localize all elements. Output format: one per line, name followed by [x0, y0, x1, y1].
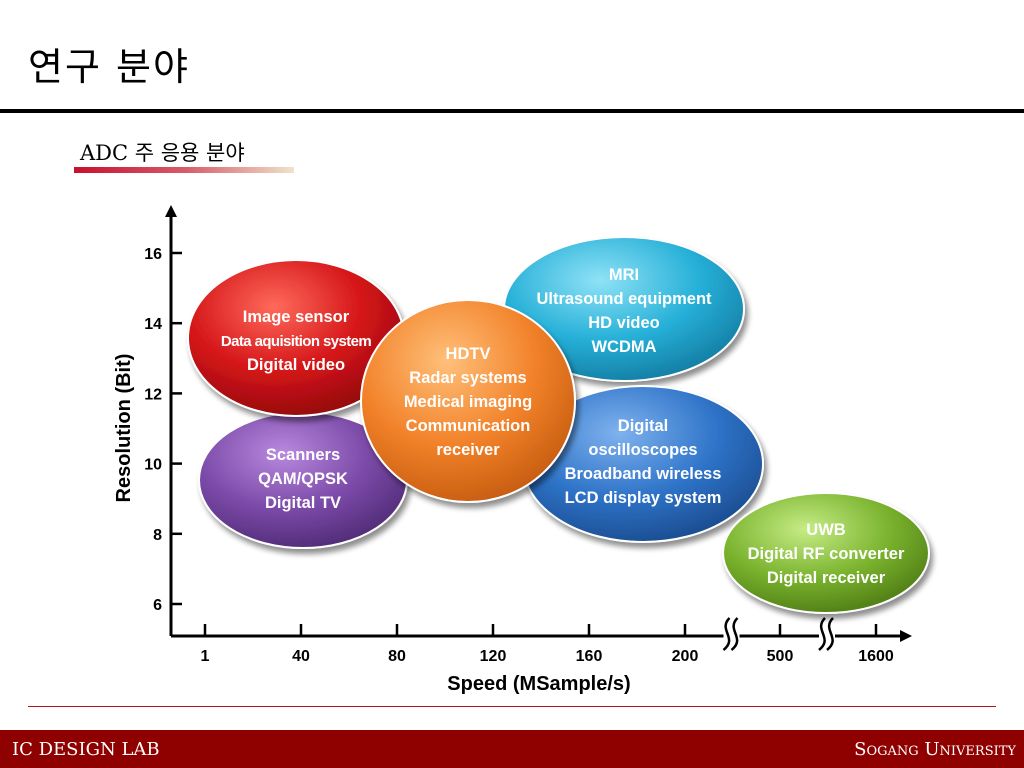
x-tick-label: 160: [576, 648, 603, 665]
region-label: Scanners: [266, 446, 340, 464]
region-label: HD video: [588, 314, 660, 332]
region-label: LCD display system: [565, 489, 722, 507]
region-label: Image sensor: [243, 308, 350, 326]
y-axis-title: Resolution (Bit): [113, 354, 135, 503]
region-label: receiver: [436, 441, 500, 459]
section-subtitle: ADC 주 응용 분야: [80, 141, 245, 165]
x-axis-arrow: [900, 630, 912, 642]
footer-rule: [28, 706, 996, 707]
region-label: Digital TV: [265, 494, 341, 512]
region-label: Digital video: [247, 356, 345, 374]
axis-break-mark: [722, 616, 740, 652]
footer-lab-name: IC DESIGN LAB: [12, 739, 160, 760]
subtitle-underline: [74, 167, 294, 173]
region-label: oscilloscopes: [588, 441, 697, 459]
x-tick-label: 200: [672, 648, 699, 665]
region-label: HDTV: [446, 345, 491, 363]
x-tick-label: 1: [201, 648, 210, 665]
region-label: Ultrasound equipment: [536, 290, 712, 308]
region-label: Communication: [406, 417, 531, 435]
uwb-region: UWB Digital RF converter Digital receiver: [722, 492, 930, 614]
image-sensor-region: Image sensor Data aquisition system Digita…: [187, 259, 405, 417]
region-label: WCDMA: [591, 338, 656, 356]
x-tick-label: 1600: [858, 648, 894, 665]
footer-university: Sogang University: [854, 739, 1016, 760]
y-tick-label: 8: [153, 527, 162, 544]
x-tick-label: 40: [292, 648, 310, 665]
x-tick-label: 80: [388, 648, 406, 665]
y-tick-label: 12: [144, 386, 162, 403]
region-bubble: [360, 299, 576, 503]
page-title: 연구 분야: [28, 45, 190, 89]
region-label: Digital receiver: [767, 569, 886, 587]
region-label: UWB: [806, 521, 845, 539]
y-tick-label: 6: [153, 597, 162, 614]
region-label: Medical imaging: [404, 393, 532, 411]
y-axis-arrow: [165, 205, 177, 217]
hdtv-region: HDTV Radar systems Medical imaging Communic…: [360, 299, 576, 503]
region-bubble: [722, 492, 930, 614]
y-tick-label: 14: [144, 316, 162, 333]
mri-region: MRI Ultrasound equipment HD video WCDMA: [503, 236, 745, 382]
footer-bar: [0, 730, 1024, 768]
region-label: MRI: [609, 266, 639, 284]
x-tick-label: 120: [480, 648, 507, 665]
region-label: Digital RF converter: [748, 545, 905, 563]
oscilloscope-region: Digital oscilloscopes Broadband wireless LC…: [522, 385, 764, 543]
axis-break-mark: [818, 616, 835, 652]
title-rule: [0, 109, 1024, 113]
x-axis-title: Speed (MSample/s): [447, 673, 630, 695]
region-label: Digital: [618, 417, 668, 435]
region-label: QAM/QPSK: [258, 470, 348, 488]
y-tick-label: 10: [144, 457, 162, 474]
region-label: Data aquisition system: [221, 333, 371, 350]
x-tick-label: 500: [767, 648, 794, 665]
region-label: Radar systems: [409, 369, 526, 387]
region-label: Broadband wireless: [565, 465, 722, 483]
y-tick-label: 16: [144, 246, 162, 263]
